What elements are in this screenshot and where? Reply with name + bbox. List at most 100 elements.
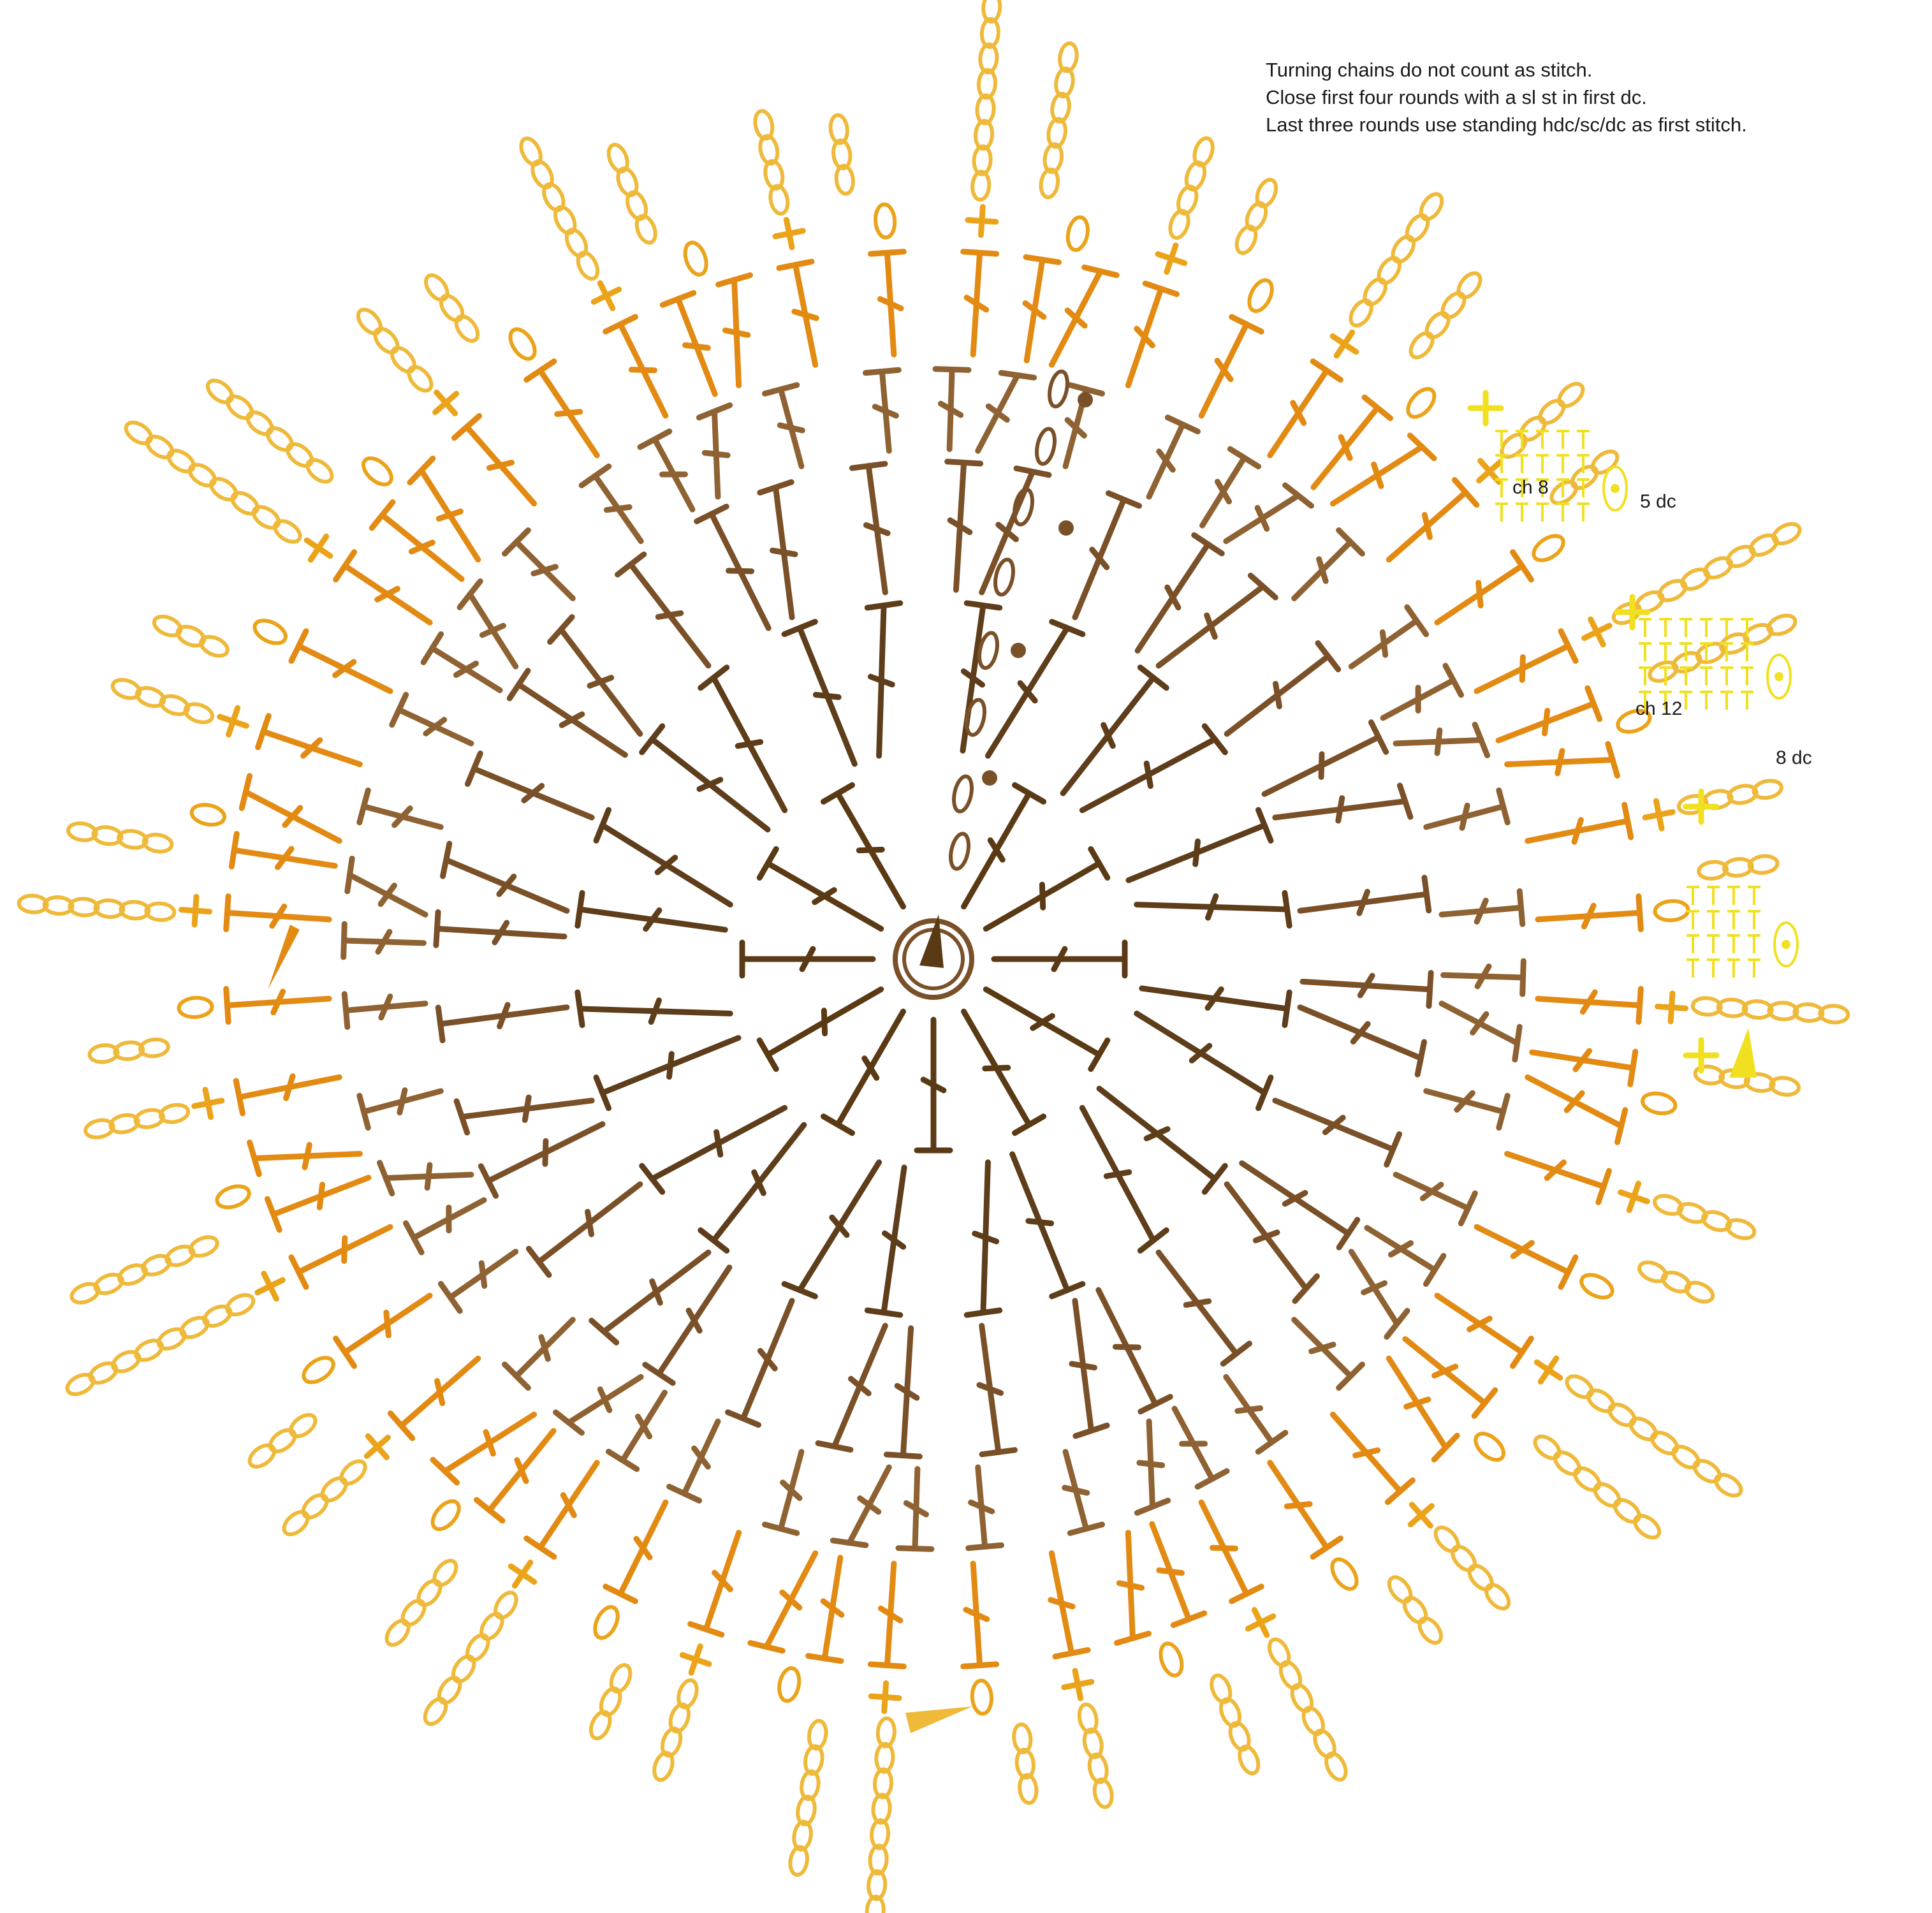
double-crochet-icon: [1048, 264, 1120, 368]
double-crochet-icon: [976, 1323, 1018, 1458]
chain-icon: [1727, 784, 1759, 805]
chain-icon: [42, 895, 75, 916]
chain-icon: [416, 1578, 443, 1607]
chain-icon: [110, 678, 142, 700]
double-crochet-icon: [525, 1181, 643, 1278]
double-crochet-icon: [578, 463, 644, 545]
double-crochet-icon: [1364, 1225, 1447, 1287]
single-crochet-icon: [590, 280, 622, 311]
edge-detail-icon: [1639, 618, 1792, 710]
turning-chain-column: [949, 369, 1093, 871]
double-crochet-icon: [1402, 1336, 1498, 1419]
chain-icon: [828, 113, 849, 145]
double-crochet-icon: [453, 1094, 595, 1136]
chain-icon: [87, 1043, 120, 1064]
double-crochet-icon: [464, 750, 595, 821]
chain-icon: [1722, 857, 1754, 878]
chain-icon: [792, 1819, 813, 1852]
note-line-2: Close first four rounds with a sl st in …: [1266, 86, 1647, 108]
chain-icon: [1650, 1430, 1680, 1456]
chain-icon: [1633, 1514, 1662, 1540]
chain-icon: [1014, 1747, 1036, 1780]
chain-icon: [1616, 708, 1652, 734]
double-crochet-icon: [864, 1164, 907, 1318]
chain-icon: [117, 1263, 148, 1286]
chain-icon: [874, 1741, 895, 1774]
chain-icon: [390, 346, 416, 374]
double-crochet-icon: [451, 413, 538, 507]
chain-icon: [1417, 1616, 1443, 1645]
double-crochet-icon: [830, 1464, 892, 1548]
double-crochet-icon: [593, 807, 733, 908]
chain-icon: [1092, 1777, 1114, 1809]
double-crochet-icon: [1267, 1460, 1343, 1560]
double-crochet-icon: [864, 600, 904, 759]
chain-icon: [1657, 578, 1688, 603]
chain-icon: [1159, 1641, 1184, 1678]
round-5-stitches: [223, 249, 1644, 1669]
double-crochet-icon: [637, 429, 696, 513]
double-crochet-icon: [1069, 1298, 1110, 1439]
double-crochet-icon: [1504, 741, 1620, 779]
double-crochet-icon: [1380, 663, 1464, 721]
chain-icon: [152, 614, 183, 638]
chain-icon: [1532, 534, 1565, 562]
double-crochet-icon: [1022, 254, 1062, 363]
single-crochet-icon: [1618, 1180, 1650, 1213]
double-crochet-icon: [523, 1460, 600, 1560]
double-crochet-icon: [1393, 721, 1491, 759]
single-crochet-icon: [868, 1680, 902, 1714]
chain-icon: [209, 476, 238, 502]
single-crochet-icon: [1245, 1607, 1277, 1638]
double-crochet-icon: [473, 1428, 557, 1524]
double-crochet-icon: [1261, 719, 1389, 797]
double-crochet-icon: [433, 909, 567, 948]
chain-icon: [1533, 1434, 1562, 1460]
chain-icon: [972, 144, 993, 177]
double-crochet-icon: [1134, 1010, 1274, 1111]
double-crochet-icon: [255, 713, 363, 768]
chain-icon: [93, 1272, 124, 1295]
single-crochet-icon: [1155, 242, 1188, 275]
double-crochet-icon: [457, 578, 519, 670]
chain-icon: [768, 184, 790, 216]
double-crochet-icon: [1386, 477, 1480, 563]
edge-detail-icon: [1495, 430, 1628, 522]
double-crochet-icon: [264, 1175, 372, 1233]
round-6-stitches: [177, 202, 1690, 1716]
chain-icon: [454, 314, 480, 343]
double-crochet-icon: [523, 358, 600, 458]
chain-icon: [1549, 480, 1579, 506]
double-crochet-icon: [233, 1073, 342, 1117]
double-crochet-icon: [1329, 432, 1437, 507]
chain-icon: [660, 1726, 683, 1758]
chain-icon: [1701, 1210, 1732, 1233]
double-crochet-icon: [1072, 490, 1143, 620]
double-crochet-icon: [756, 986, 884, 1073]
double-crochet-icon: [502, 1317, 576, 1391]
chain-icon: [1419, 192, 1444, 221]
double-crochet-icon: [960, 1560, 1000, 1669]
chain-icon: [975, 93, 996, 126]
chain-icon: [834, 163, 855, 196]
chain-icon: [1692, 1458, 1722, 1484]
double-crochet-icon: [1096, 1085, 1228, 1195]
double-crochet-icon: [420, 631, 503, 693]
chain-icon: [1012, 1722, 1033, 1755]
single-crochet-icon: [1533, 1355, 1563, 1385]
single-crochet-icon: [1683, 1037, 1720, 1074]
double-crochet-icon: [547, 614, 643, 737]
double-crochet-icon: [478, 1121, 606, 1199]
double-crochet-icon: [983, 986, 1111, 1073]
double-crochet-icon: [1079, 723, 1228, 814]
chain-icon: [1048, 369, 1069, 409]
chain-icon: [1716, 997, 1748, 1018]
double-crochet-icon: [238, 773, 342, 844]
chain-icon: [1538, 399, 1566, 425]
chain-icon: [1628, 1416, 1658, 1442]
chain-icon: [1743, 623, 1774, 646]
chain-icon: [800, 1769, 821, 1801]
chain-icon: [965, 698, 986, 737]
chain-icon: [589, 1710, 612, 1741]
